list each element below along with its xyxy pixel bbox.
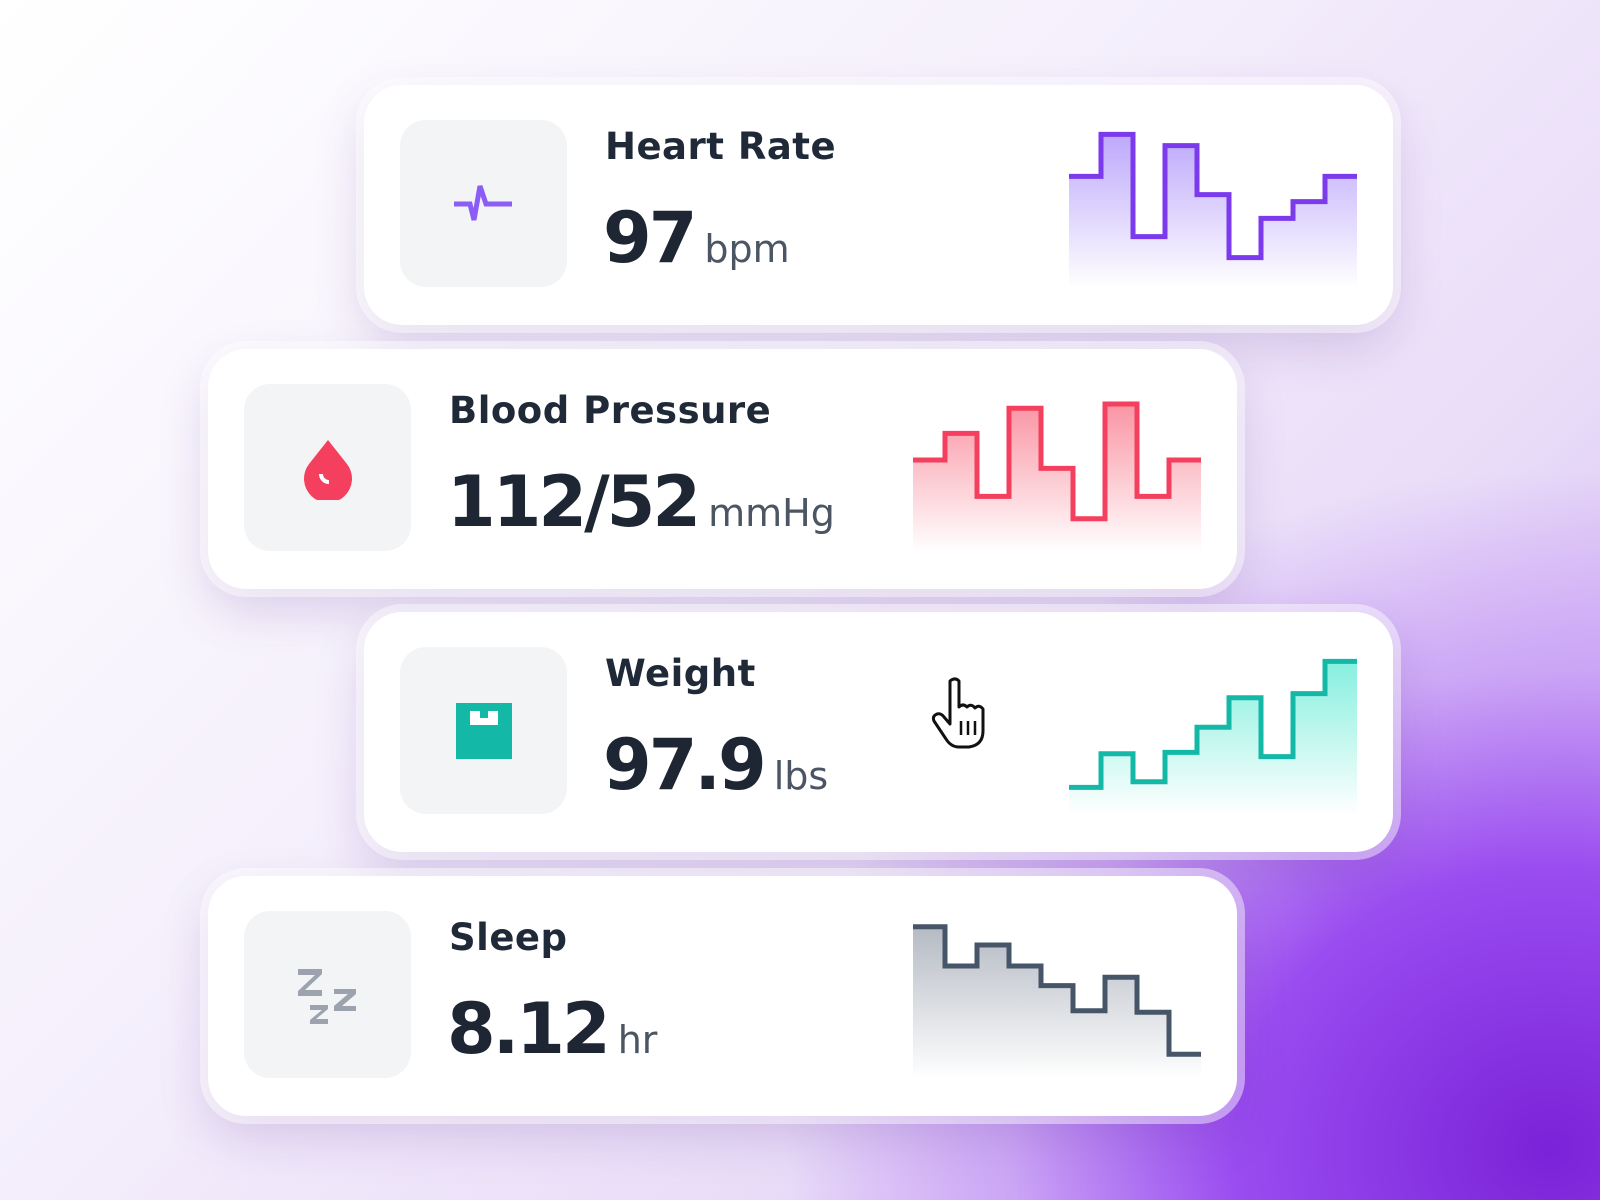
heart-rate-card[interactable]: Heart Rate 97 bpm <box>364 85 1393 325</box>
chart-line <box>1069 131 1357 261</box>
weight-chart <box>1069 658 1357 815</box>
card-value: 97.9 <box>603 724 767 806</box>
chart-line <box>1069 658 1357 790</box>
chart-line <box>913 924 1201 1057</box>
sleep-card[interactable]: Sleep 8.12 hr <box>208 876 1237 1116</box>
heartbeat-icon <box>400 120 567 287</box>
chart-area <box>1069 661 1357 815</box>
card-unit: mmHg <box>708 491 835 535</box>
card-value: 112/52 <box>447 461 701 543</box>
card-title: Heart Rate <box>605 125 837 168</box>
chart-area <box>913 404 1201 552</box>
chart-line <box>913 401 1201 522</box>
heart-rate-chart <box>1069 131 1357 288</box>
card-unit: bpm <box>704 227 790 271</box>
blood-pressure-card[interactable]: Blood Pressure 112/52 mmHg <box>208 349 1237 589</box>
weight-card[interactable]: Weight 97.9 lbs <box>364 612 1393 852</box>
scale-icon <box>400 647 567 814</box>
card-value: 97 <box>603 197 697 279</box>
chart-area <box>913 926 1201 1079</box>
sleep-zzz-icon <box>244 911 411 1078</box>
sleep-chart <box>913 924 1201 1079</box>
card-unit: lbs <box>773 754 829 798</box>
card-title: Weight <box>605 652 756 695</box>
blood-pressure-chart <box>913 401 1201 552</box>
card-value: 8.12 <box>447 988 611 1070</box>
card-unit: hr <box>617 1018 658 1062</box>
card-title: Sleep <box>449 916 568 959</box>
card-title: Blood Pressure <box>449 389 772 432</box>
blood-drop-icon <box>244 384 411 551</box>
chart-area <box>1069 134 1357 288</box>
hand-pointer-icon <box>931 677 985 749</box>
